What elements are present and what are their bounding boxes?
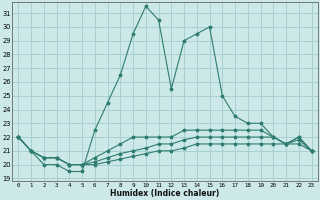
X-axis label: Humidex (Indice chaleur): Humidex (Indice chaleur) xyxy=(110,189,220,198)
